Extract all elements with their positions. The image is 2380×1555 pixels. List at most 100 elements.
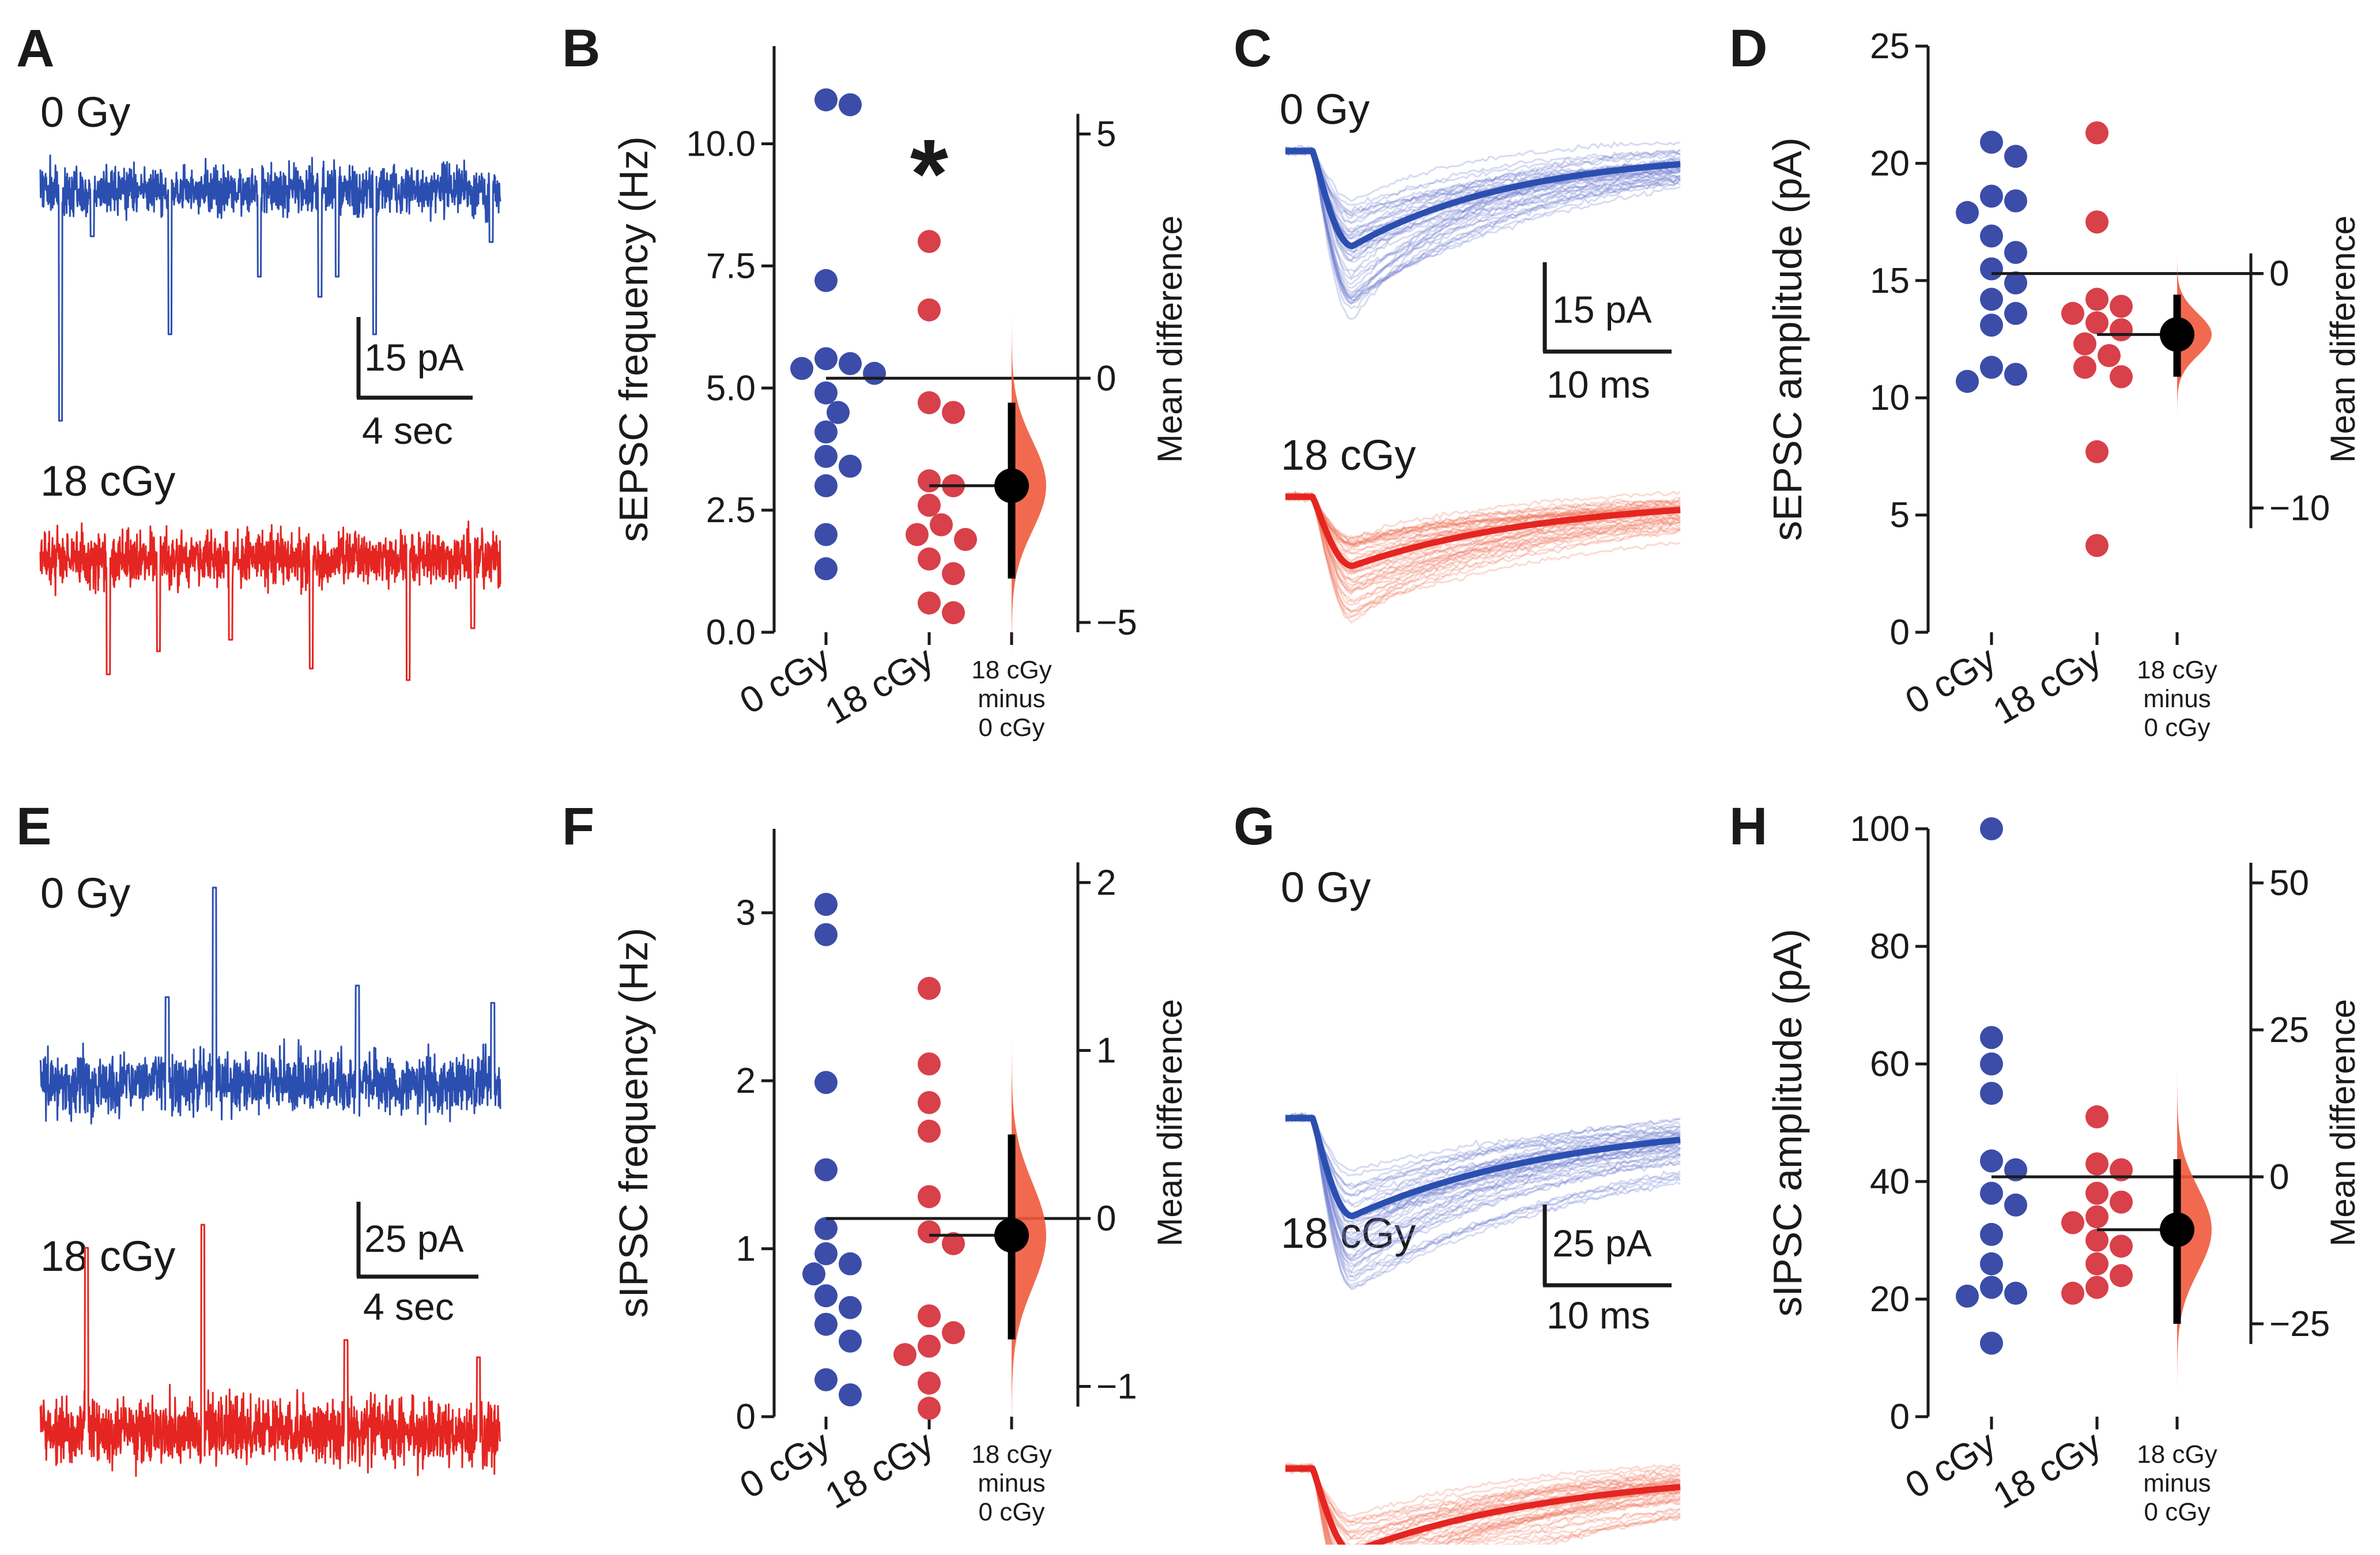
panel-c-irradiated-waveforms — [1285, 490, 1681, 624]
waveform-sweep — [1285, 146, 1681, 305]
waveform-sweep — [1285, 149, 1681, 237]
waveform-sweep — [1285, 148, 1681, 224]
control-data-point — [1980, 1222, 2003, 1246]
waveform-sweep — [1285, 491, 1681, 603]
panel-c-control-waveforms — [1285, 141, 1681, 320]
waveform-sweep — [1285, 1115, 1681, 1280]
waveform-sweep — [1285, 492, 1681, 592]
waveform-mean — [1285, 493, 1681, 569]
waveform-sweep — [1285, 1468, 1681, 1545]
control-trace-line — [39, 154, 501, 422]
waveform-mean — [1285, 148, 1681, 250]
irradiated-data-point — [2085, 534, 2109, 557]
panel-f-estimation-plot: 0 1 2 3 sIPSC frequency (Hz) 0 cGy 18 cGy 18 cG… — [611, 829, 1189, 1526]
diff-tick-label: 2 — [1096, 863, 1116, 903]
control-data-point — [1980, 356, 2003, 379]
diff-category-label: 0 cGy — [2144, 1498, 2211, 1526]
waveform-sweep — [1285, 1115, 1681, 1189]
waveform-sweep — [1285, 1467, 1681, 1545]
waveform-sweep — [1285, 1466, 1681, 1524]
control-data-point — [2004, 1193, 2027, 1217]
control-data-point — [2004, 1281, 2027, 1305]
waveform-sweep — [1285, 148, 1681, 304]
waveform-sweep — [1285, 148, 1681, 233]
waveform-sweep — [1285, 1464, 1681, 1545]
control-data-point — [814, 88, 838, 112]
y-tick-label: 20 — [1870, 1280, 1910, 1319]
x-category-label: 0 cGy — [1898, 1422, 2002, 1507]
control-data-point — [1980, 314, 2003, 337]
control-data-point — [1980, 1149, 2003, 1173]
diff-category-label: 0 cGy — [2144, 714, 2211, 742]
waveform-sweep — [1285, 1113, 1681, 1231]
control-data-point — [1980, 1082, 2003, 1105]
diff-tick-label: −25 — [2269, 1304, 2330, 1344]
panel-b-letter: B — [562, 19, 600, 78]
control-data-point — [2004, 271, 2027, 295]
irradiated-data-point — [2110, 295, 2133, 318]
y-tick-label: 25 — [1870, 27, 1910, 66]
waveform-sweep — [1285, 1114, 1681, 1290]
panel-e-scale-y: 25 pA — [364, 1217, 463, 1260]
control-data-point — [2004, 301, 2027, 325]
x-category-label: 18 cGy — [1986, 638, 2108, 733]
panel-a-control-trace — [39, 154, 501, 422]
irradiated-data-point — [918, 591, 941, 615]
waveform-sweep — [1285, 490, 1681, 540]
control-data-point — [814, 1071, 838, 1094]
panel-g-control-waveforms — [1285, 1112, 1681, 1290]
waveform-sweep — [1285, 1113, 1681, 1262]
waveform-sweep — [1285, 1466, 1681, 1545]
y-tick-label: 0.0 — [706, 613, 756, 652]
irradiated-data-point — [2073, 356, 2096, 379]
bootstrap-distribution — [2177, 1062, 2212, 1398]
waveform-sweep — [1285, 494, 1680, 549]
waveform-sweep — [1285, 495, 1681, 544]
waveform-mean — [1285, 1115, 1681, 1220]
panel-a-scale-y: 15 pA — [364, 336, 463, 379]
panel-d-letter: D — [1729, 19, 1767, 78]
waveform-mean — [1285, 1465, 1681, 1545]
waveform-sweep — [1285, 1465, 1681, 1524]
irradiated-data-point — [942, 401, 965, 424]
panel-a-scale-x: 4 sec — [362, 409, 453, 452]
panel-a: A 0 Gy 18 cGy 15 pA 4 sec — [16, 19, 501, 681]
y-axis-label: sIPSC amplitude (pA) — [1765, 929, 1810, 1316]
x-category-label: 0 cGy — [1898, 638, 2002, 722]
irradiated-data-point — [918, 1334, 941, 1358]
waveform-sweep — [1285, 148, 1681, 302]
diff-tick-label: 0 — [1096, 1199, 1116, 1239]
irradiated-data-point — [918, 1091, 941, 1114]
waveform-sweep — [1285, 1116, 1681, 1222]
waveform-sweep — [1285, 1463, 1681, 1542]
waveform-sweep — [1285, 146, 1681, 294]
control-data-point — [814, 1284, 838, 1308]
control-data-point — [1980, 1052, 2003, 1075]
waveform-sweep — [1285, 1115, 1681, 1196]
waveform-sweep — [1285, 1463, 1681, 1545]
control-data-point — [839, 1329, 862, 1353]
y-tick-label: 60 — [1870, 1044, 1910, 1084]
panel-g-letter: G — [1234, 797, 1275, 856]
panel-e-control-trace — [39, 886, 501, 1126]
irradiated-data-point — [918, 469, 941, 493]
control-data-point — [1956, 1284, 1979, 1308]
control-data-point — [814, 557, 838, 580]
control-data-point — [2004, 189, 2027, 213]
control-data-point — [1980, 224, 2003, 248]
irradiated-data-point — [906, 523, 929, 546]
waveform-sweep — [1285, 149, 1681, 310]
diff-axis-label: Mean difference — [1151, 216, 1189, 463]
y-axis-label: sEPSC frequency (Hz) — [611, 136, 656, 542]
panel-e: E 0 Gy 18 cGy 25 pA 4 sec — [16, 797, 501, 1477]
y-tick-label: 7.5 — [706, 246, 756, 286]
waveform-sweep — [1285, 1465, 1681, 1545]
waveform-sweep — [1285, 492, 1681, 561]
waveform-sweep — [1285, 1114, 1681, 1289]
diff-tick-label: 50 — [2269, 863, 2309, 903]
control-data-point — [1980, 817, 2003, 840]
irradiated-data-point — [918, 1304, 941, 1328]
waveform-sweep — [1285, 1466, 1681, 1545]
irradiated-data-point — [2098, 344, 2121, 367]
irradiated-data-point — [2110, 1264, 2133, 1288]
